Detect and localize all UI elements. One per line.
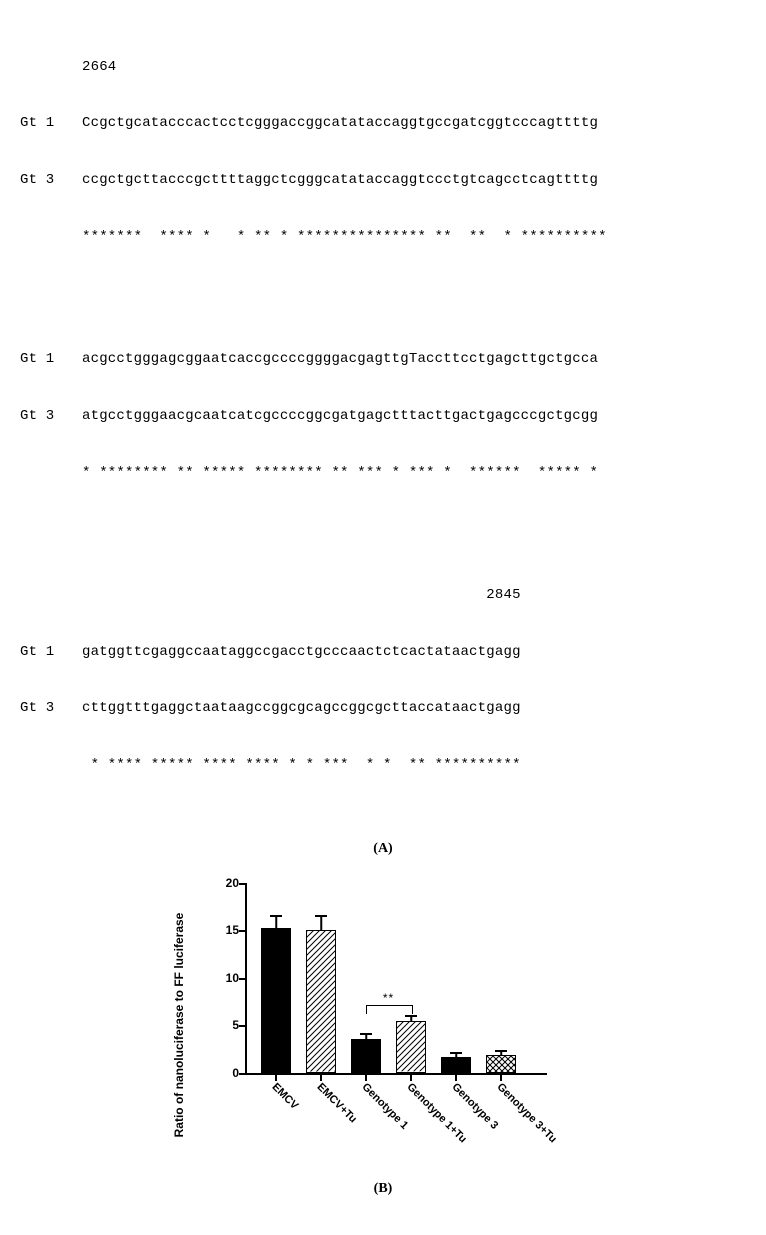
error-bar: [410, 1017, 412, 1022]
alignment-stars-0: ******* **** * * ** * *************** **…: [82, 228, 607, 247]
hatch-fill: [307, 931, 335, 1072]
bar-1: [306, 930, 336, 1073]
plot-area: 05101520EMCVEMCV+TuGenotype 1Genotype 1+…: [245, 883, 547, 1075]
x-tick: [365, 1073, 367, 1081]
y-axis-title: Ratio of nanoluciferase to FF luciferase: [172, 912, 186, 1137]
significance-label: **: [383, 991, 394, 1005]
y-tick-label: 10: [217, 971, 239, 985]
bar-3: [396, 1021, 426, 1072]
bar-5: [486, 1055, 516, 1073]
bar-0: [261, 928, 291, 1072]
x-tick: [320, 1073, 322, 1081]
x-label-1: EMCV+Tu: [315, 1081, 359, 1125]
x-tick: [500, 1073, 502, 1081]
error-bar: [500, 1052, 502, 1055]
bar-4: [441, 1057, 471, 1073]
hatch-fill: [397, 1022, 425, 1071]
alignment-label-gt3: Gt 3: [20, 699, 82, 718]
alignment-seq-0-gt3: ccgctgcttacccgcttttaggctcgggcatataccaggt…: [82, 171, 598, 190]
x-label-2: Genotype 1: [360, 1081, 411, 1132]
x-tick: [275, 1073, 277, 1081]
alignment-seq-2-gt1: gatggttcgaggccaataggccgacctgcccaactctcac…: [82, 643, 521, 662]
error-cap: [315, 915, 327, 917]
y-tick: [239, 1073, 247, 1075]
position-end-row: 2845: [82, 586, 746, 605]
x-tick: [455, 1073, 457, 1081]
alignment-stars-1: * ******** ** ***** ******** ** *** * **…: [82, 464, 598, 483]
panel-label-b: (B): [20, 1181, 746, 1197]
panel-label-a: (A): [20, 841, 746, 857]
position-end: 2845: [486, 587, 520, 603]
alignment-panel: 2664 Gt 1 Ccgctgcatacccactcctcgggaccggca…: [20, 20, 746, 813]
alignment-seq-1-gt3: atgcctgggaacgcaatcatcgccccggcgatgagcttta…: [82, 407, 598, 426]
alignment-block-1: Gt 1 acgcctgggagcggaatcaccgccccggggacgag…: [20, 312, 746, 520]
alignment-label-gt1: Gt 1: [20, 643, 82, 662]
position-start: 2664: [82, 58, 746, 77]
x-tick: [410, 1073, 412, 1081]
x-label-5: Genotype 3+Tu: [495, 1081, 559, 1145]
error-cap: [270, 915, 282, 917]
y-tick: [239, 883, 247, 885]
alignment-label-gt3: Gt 3: [20, 407, 82, 426]
y-tick-label: 0: [217, 1066, 239, 1080]
y-tick: [239, 930, 247, 932]
y-tick-label: 20: [217, 876, 239, 890]
bar-chart-wrap: Ratio of nanoluciferase to FF luciferase…: [20, 875, 746, 1175]
error-bar: [455, 1054, 457, 1057]
error-bar: [275, 917, 277, 928]
alignment-stars-2: * **** ***** **** **** * * *** * * ** **…: [82, 756, 521, 775]
error-cap: [360, 1033, 372, 1035]
alignment-block-0: 2664 Gt 1 Ccgctgcatacccactcctcgggaccggca…: [20, 20, 746, 284]
significance-bracket: [366, 1005, 413, 1014]
error-cap: [450, 1052, 462, 1054]
x-label-4: Genotype 3: [450, 1081, 501, 1132]
y-tick: [239, 1025, 247, 1027]
bar-chart: Ratio of nanoluciferase to FF luciferase…: [193, 875, 573, 1175]
error-bar: [365, 1035, 367, 1040]
alignment-seq-0-gt1: Ccgctgcatacccactcctcgggaccggcatataccaggt…: [82, 114, 598, 133]
error-bar: [320, 917, 322, 930]
y-tick-label: 15: [217, 923, 239, 937]
x-label-0: EMCV: [270, 1081, 301, 1112]
error-cap: [495, 1050, 507, 1052]
hatch-fill: [487, 1056, 515, 1072]
alignment-seq-2-gt3: cttggtttgaggctaataagccggcgcagccggcgcttac…: [82, 699, 521, 718]
error-cap: [405, 1015, 417, 1017]
bar-2: [351, 1039, 381, 1072]
alignment-seq-1-gt1: acgcctgggagcggaatcaccgccccggggacgagttgTa…: [82, 350, 598, 369]
y-tick-label: 5: [217, 1018, 239, 1032]
alignment-label-gt3: Gt 3: [20, 171, 82, 190]
y-tick: [239, 978, 247, 980]
alignment-label-gt1: Gt 1: [20, 350, 82, 369]
alignment-block-2: 2845 Gt 1 gatggttcgaggccaataggccgacctgcc…: [20, 548, 746, 812]
alignment-label-gt1: Gt 1: [20, 114, 82, 133]
